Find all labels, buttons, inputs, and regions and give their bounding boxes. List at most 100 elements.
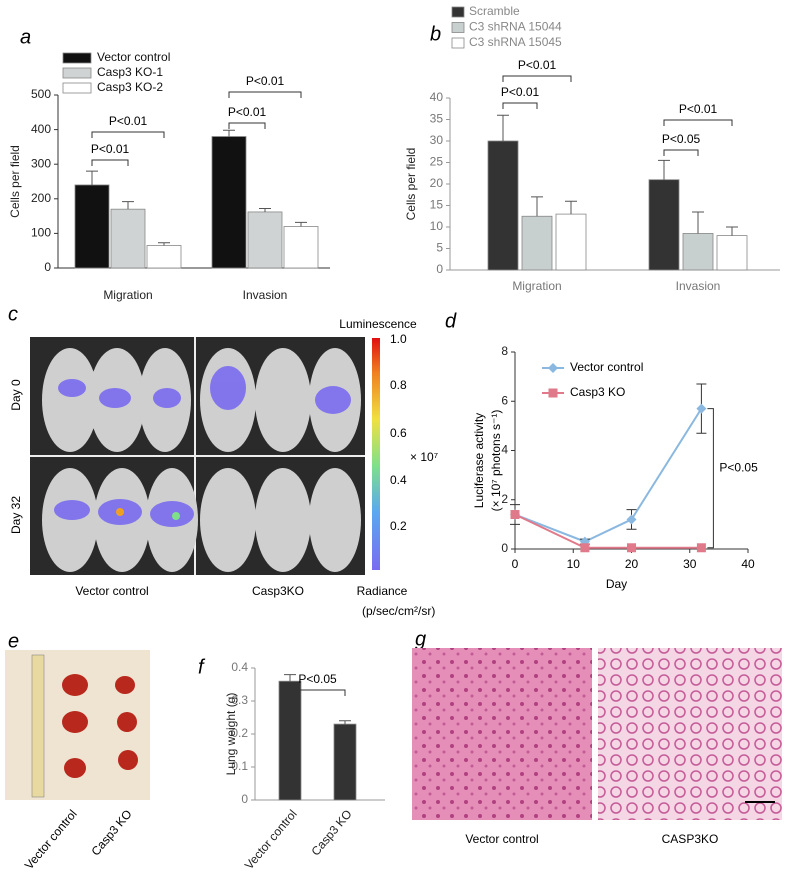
- colorbar-tick: 0.2: [390, 519, 407, 533]
- annotation: P<0.01: [246, 74, 285, 88]
- line: [514, 408, 703, 543]
- x-tick-label: 0: [512, 557, 519, 571]
- x-axis-label: Day: [606, 577, 627, 591]
- y-tick-label: 300: [31, 156, 51, 170]
- legend-swatch: [451, 22, 465, 33]
- bar: [521, 215, 553, 271]
- y-tick-label: 20: [430, 176, 444, 190]
- y-tick-label: 25: [430, 155, 444, 169]
- column-label: Vector control: [22, 807, 80, 872]
- y-tick-label: 2: [501, 492, 508, 506]
- colorbar-caption: (p/sec/cm²/sr): [362, 604, 435, 618]
- point: [627, 543, 636, 553]
- bar: [555, 213, 587, 271]
- legend-label: Casp3 KO-1: [97, 65, 163, 79]
- error-bar: [565, 200, 577, 215]
- x-tick-label: Invasion: [243, 288, 288, 302]
- x-tick-label: Casp3 KO: [308, 807, 354, 858]
- colorbar-unit: × 10⁷: [410, 450, 438, 464]
- error-bar: [122, 201, 134, 210]
- error-bar: [497, 114, 509, 141]
- annotation: P<0.01: [679, 102, 718, 116]
- annotation: P<0.01: [518, 58, 557, 72]
- point: [580, 543, 590, 553]
- y-tick-label: 0: [436, 262, 443, 276]
- legend-swatch: [451, 6, 465, 18]
- legend-label: Vector control: [97, 50, 170, 64]
- column-label: Casp3 KO: [88, 807, 134, 858]
- legend-marker: [548, 363, 558, 373]
- y-tick-label: 40: [430, 90, 444, 104]
- error-bar: [158, 242, 170, 246]
- error-bar: [86, 170, 98, 185]
- colorbar-tick: 0.6: [390, 426, 407, 440]
- bar: [487, 140, 519, 271]
- y-axis-label: (× 10⁷ photons s⁻¹): [489, 410, 503, 512]
- error-bar: [259, 207, 271, 212]
- colorbar-title: Luminescence: [339, 317, 417, 331]
- bar: [146, 245, 182, 269]
- y-tick-label: 0.1: [231, 759, 248, 773]
- y-tick-label: 500: [31, 87, 51, 101]
- bar: [211, 136, 247, 269]
- x-tick-label: Vector control: [242, 807, 300, 872]
- y-tick-label: 8: [501, 344, 508, 358]
- bracket: [91, 159, 129, 166]
- legend-marker: [548, 388, 558, 398]
- y-tick-label: 6: [501, 393, 508, 407]
- y-tick-label: 100: [31, 226, 51, 240]
- y-tick-label: 10: [430, 219, 444, 233]
- bar: [716, 235, 748, 271]
- bracket: [502, 75, 572, 82]
- bracket: [228, 91, 302, 98]
- point: [696, 403, 707, 414]
- x-tick-label: 30: [683, 557, 697, 571]
- legend-label: Casp3 KO-2: [97, 80, 163, 94]
- bracket: [663, 149, 699, 156]
- x-tick-label: 40: [741, 557, 755, 571]
- lungs: [62, 674, 138, 778]
- x-tick-label: Invasion: [676, 279, 721, 293]
- error-bar: [531, 196, 543, 217]
- error-bar: [295, 221, 307, 227]
- point: [696, 543, 706, 553]
- legend-label: Casp3 KO: [570, 385, 625, 399]
- row-label: Day 32: [9, 496, 23, 534]
- column-label: CASP3KO: [662, 832, 719, 846]
- y-tick-label: 0.2: [231, 726, 248, 740]
- panel-label: d: [445, 310, 457, 332]
- y-tick-label: 0: [44, 260, 51, 274]
- panel-label: a: [20, 26, 31, 48]
- ruler: [31, 654, 45, 798]
- signal: [54, 366, 351, 527]
- point: [626, 514, 637, 525]
- panel-label: g: [415, 628, 426, 650]
- annotation: P<0.01: [91, 142, 130, 156]
- y-tick-label: 35: [430, 112, 444, 126]
- annotation: P<0.05: [662, 132, 701, 146]
- hotspot: [172, 512, 180, 520]
- colorbar-tick: 0.4: [390, 473, 407, 487]
- row-label: Day 0: [9, 379, 23, 411]
- histology-image: [412, 648, 592, 820]
- hotspot: [116, 508, 124, 516]
- x-tick-label: Migration: [512, 279, 561, 293]
- column-label: Vector control: [465, 832, 538, 846]
- annotation: P<0.01: [501, 85, 540, 99]
- x-tick-label: 20: [625, 557, 639, 571]
- y-tick-label: 15: [430, 198, 444, 212]
- legend-label: Scramble: [469, 4, 520, 18]
- bracket: [228, 122, 266, 129]
- y-tick-label: 400: [31, 122, 51, 136]
- bar: [278, 680, 302, 801]
- bar: [648, 179, 680, 271]
- y-axis-label: Lung weight (g): [224, 693, 238, 776]
- bracket: [707, 408, 714, 549]
- y-tick-label: 5: [436, 241, 443, 255]
- y-tick-label: 0.3: [231, 693, 248, 707]
- legend-label: C3 shRNA 15044: [469, 20, 562, 34]
- error-bar: [692, 211, 704, 234]
- legend-swatch: [62, 67, 92, 79]
